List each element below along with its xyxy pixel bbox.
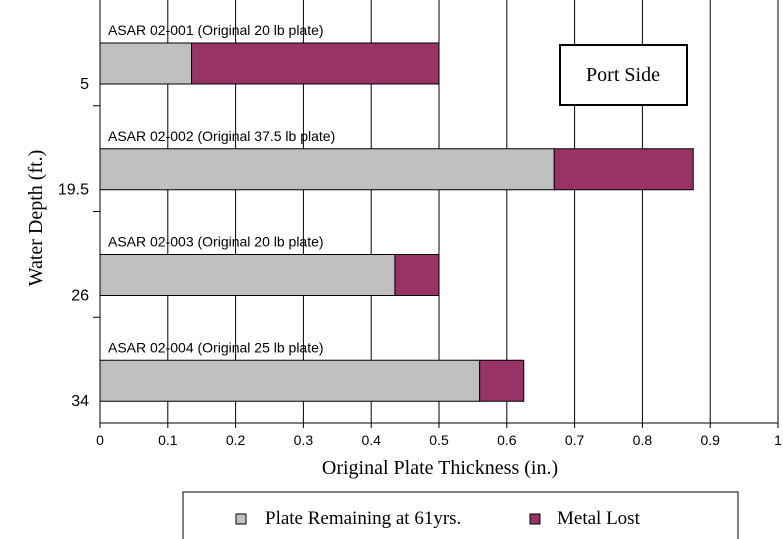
y-axis-title: Water Depth (ft.) (25, 150, 47, 287)
bar-labels: ASAR 02-001 (Original 20 lb plate) ASAR 0… (108, 22, 335, 355)
x-tick-label-4: 0.4 (361, 432, 381, 448)
x-tick-label-8: 0.8 (633, 432, 653, 448)
y-tick-label-1: 19.5 (58, 182, 89, 199)
x-tick-label-2: 0.2 (226, 432, 246, 448)
x-axis-title: Original Plate Thickness (in.) (322, 457, 558, 479)
x-tick-label-9: 0.9 (700, 432, 720, 448)
x-tick-label-3: 0.3 (294, 432, 314, 448)
x-tick-label-10: 1 (774, 432, 782, 448)
bar-0-0 (99, 42, 193, 85)
bar-label-0: ASAR 02-001 (Original 20 lb plate) (108, 22, 324, 38)
y-tick-label-2: 26 (71, 287, 89, 304)
x-tick-label-1: 0.1 (158, 432, 178, 448)
legend-swatch-metal-lost (529, 513, 541, 525)
axes (93, 0, 779, 428)
legend-swatch-remaining (235, 513, 247, 525)
bar-label-3: ASAR 02-004 (Original 25 lb plate) (108, 339, 324, 355)
bars (99, 42, 694, 402)
y-tick-label-0: 5 (80, 76, 89, 93)
legend-label-remaining: Plate Remaining at 61yrs. (265, 508, 461, 529)
bar-label-1: ASAR 02-002 (Original 37.5 lb plate) (108, 128, 335, 144)
annotation-box: Port Side (559, 44, 688, 106)
bar-label-2: ASAR 02-003 (Original 20 lb plate) (108, 234, 324, 250)
annotation-text: Port Side (586, 64, 660, 86)
bar-3-1 (479, 359, 525, 402)
legend-label-metal-lost: Metal Lost (557, 508, 641, 529)
bar-1-0 (99, 148, 555, 191)
bar-1-1 (553, 148, 694, 191)
bar-0-1 (191, 42, 440, 85)
y-tick-labels: 5 19.5 26 34 (58, 76, 89, 410)
bar-2-1 (394, 254, 440, 296)
legend: Plate Remaining at 61yrs. Metal Lost (182, 491, 739, 539)
x-tick-label-0: 0 (96, 432, 104, 448)
x-tick-label-5: 0.5 (429, 432, 449, 448)
y-tick-label-3: 34 (71, 393, 89, 410)
x-tick-label-6: 0.6 (497, 432, 517, 448)
bar-2-0 (99, 254, 396, 296)
bar-3-0 (99, 359, 481, 402)
x-tick-labels: 0 0.1 0.2 0.3 0.4 0.5 0.6 0.7 0.8 0.9 1 (96, 432, 782, 448)
x-tick-label-7: 0.7 (565, 432, 585, 448)
